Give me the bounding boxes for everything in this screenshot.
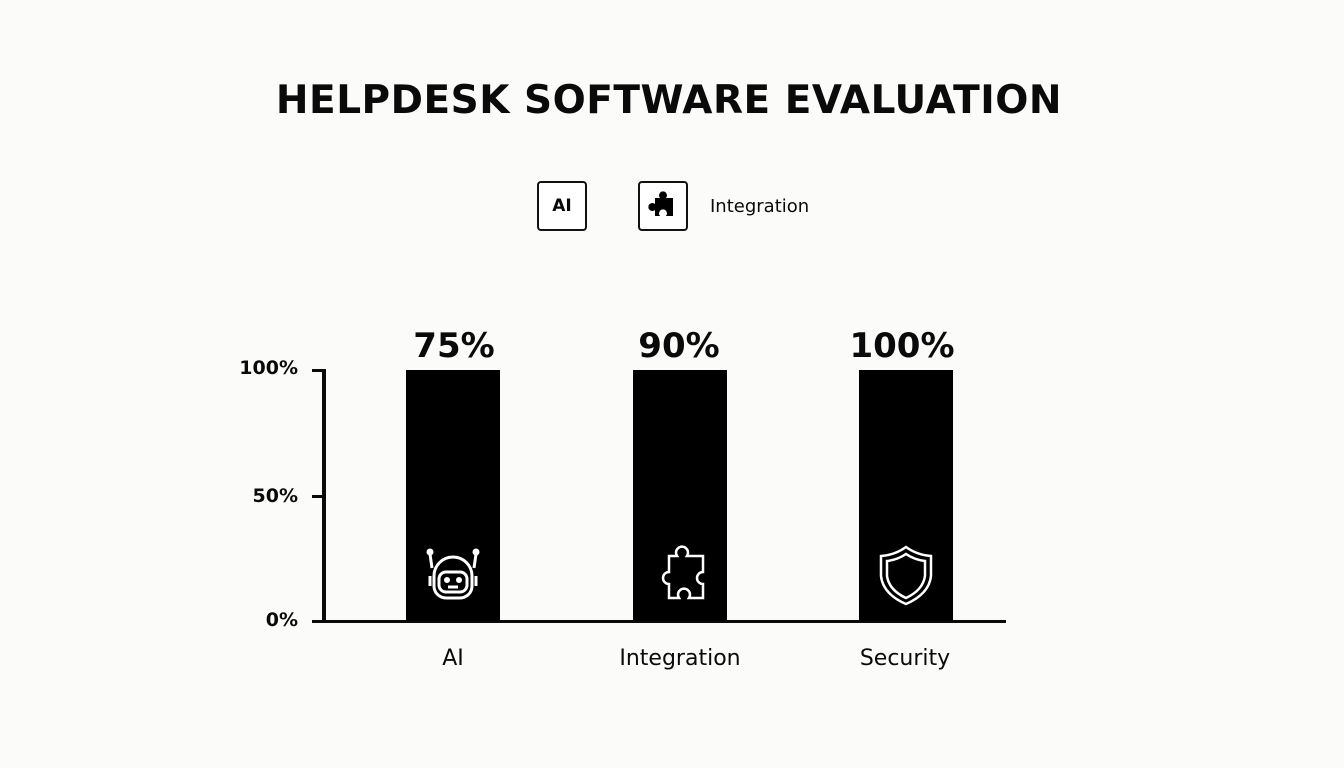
puzzle-icon xyxy=(661,545,705,600)
legend-ai-label: AI xyxy=(552,196,572,216)
robot-icon xyxy=(426,548,480,600)
chart-title: HELPDESK SOFTWARE EVALUATION xyxy=(275,78,1063,123)
bar-integration xyxy=(633,370,727,621)
legend-puzzle-box xyxy=(638,181,688,231)
puzzle-icon xyxy=(648,191,673,216)
y-tick-label-50: 50% xyxy=(252,485,298,507)
shield-icon xyxy=(879,545,933,606)
y-tick-100 xyxy=(312,369,324,372)
bar-value-security: 100% xyxy=(849,326,955,366)
y-axis xyxy=(322,369,326,623)
bar-value-integration: 90% xyxy=(638,326,720,366)
y-tick-label-100: 100% xyxy=(239,357,298,379)
y-tick-label-0: 0% xyxy=(265,609,298,631)
category-label-integration: Integration xyxy=(619,646,741,671)
category-label-security: Security xyxy=(859,646,951,671)
category-label-ai: AI xyxy=(442,646,464,671)
x-axis xyxy=(312,620,1006,623)
legend-ai-box: AI xyxy=(537,181,587,231)
bar-security xyxy=(859,370,953,621)
bar-ai xyxy=(406,370,500,621)
bar-value-ai: 75% xyxy=(413,326,495,366)
y-tick-50 xyxy=(312,495,324,498)
legend-integration-label: Integration xyxy=(710,196,810,217)
